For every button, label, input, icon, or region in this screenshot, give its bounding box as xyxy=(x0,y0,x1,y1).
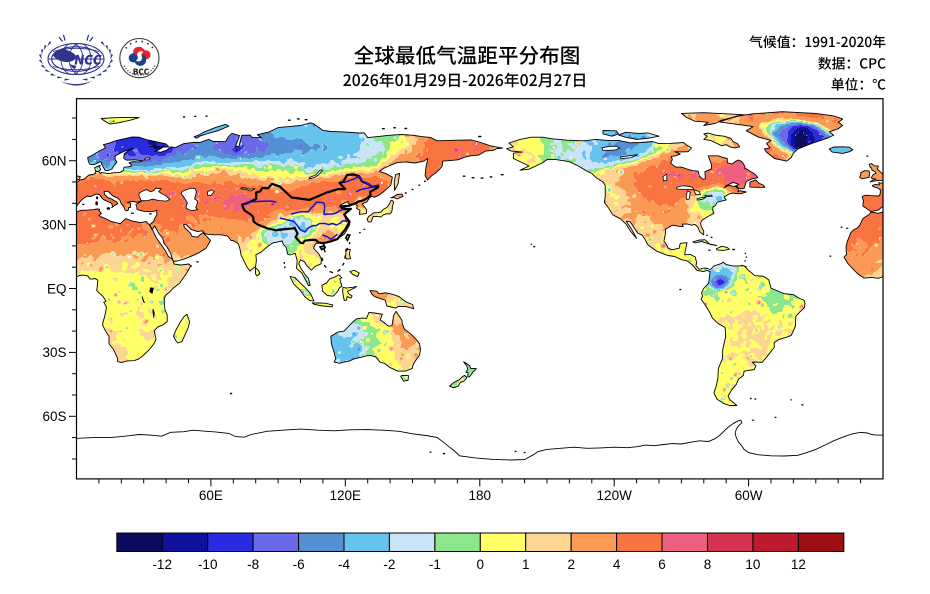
svg-text:4: 4 xyxy=(613,557,621,572)
svg-text:-1: -1 xyxy=(429,557,441,572)
svg-text:-10: -10 xyxy=(198,557,218,572)
svg-text:60E: 60E xyxy=(199,488,223,503)
svg-text:10: 10 xyxy=(745,557,760,572)
svg-text:0: 0 xyxy=(477,557,485,572)
svg-text:30N: 30N xyxy=(42,217,67,232)
svg-text:120W: 120W xyxy=(597,488,633,503)
svg-text:-4: -4 xyxy=(338,557,350,572)
svg-text:60S: 60S xyxy=(42,409,66,424)
svg-text:2: 2 xyxy=(567,557,575,572)
svg-text:-6: -6 xyxy=(293,557,305,572)
svg-text:-12: -12 xyxy=(152,557,172,572)
svg-text:1: 1 xyxy=(522,557,530,572)
svg-text:120E: 120E xyxy=(330,488,362,503)
svg-text:180: 180 xyxy=(469,488,492,503)
svg-text:12: 12 xyxy=(791,557,806,572)
svg-text:60W: 60W xyxy=(735,488,763,503)
svg-text:8: 8 xyxy=(704,557,712,572)
svg-text:6: 6 xyxy=(658,557,666,572)
svg-text:-2: -2 xyxy=(383,557,395,572)
svg-text:30S: 30S xyxy=(42,345,66,360)
svg-text:60N: 60N xyxy=(42,154,67,169)
svg-text:-8: -8 xyxy=(247,557,259,572)
svg-text:EQ: EQ xyxy=(47,281,67,296)
